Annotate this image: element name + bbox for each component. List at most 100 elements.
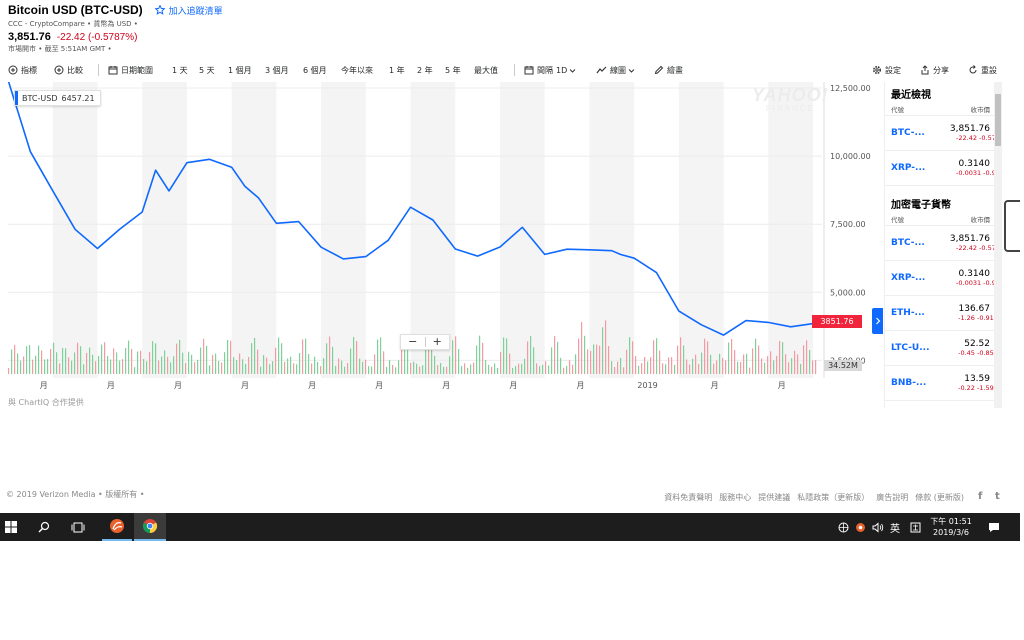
ime-language-label: 英 <box>890 523 900 535</box>
footer-link-disclaimer[interactable]: 資料免責聲明 <box>664 493 713 502</box>
search-button[interactable] <box>32 513 56 541</box>
sidebar-row-recent-btc[interactable]: BTC-... 3,851.76 -22.42 -0.578 <box>885 116 1002 151</box>
sidebar-row-recent-xrp[interactable]: XRP-... 0.3140 -0.0031 -0.97 <box>885 151 1002 186</box>
indicators-label: 指標 <box>21 65 37 75</box>
range-ytd-button[interactable]: 今年以來 <box>341 65 373 75</box>
price-chart[interactable]: 12,500.0010,000.007,500.005,000.002,500.… <box>0 82 884 412</box>
volume-bar <box>164 350 166 374</box>
interval-dropdown[interactable]: 間隔 1D <box>524 62 579 78</box>
volume-bar <box>161 356 163 374</box>
volume-bar <box>116 352 118 374</box>
footer-link-privacy[interactable]: 私隱政策（更新版） <box>797 493 870 502</box>
taskbar-app-media[interactable] <box>102 513 132 541</box>
volume-bar <box>431 339 433 374</box>
sidebar-scrollbar-thumb[interactable] <box>995 94 1001 146</box>
volume-bar <box>269 364 271 374</box>
x-tick-label: 月 <box>174 381 182 390</box>
reset-icon <box>969 65 977 74</box>
chart-canvas[interactable]: 12,500.0010,000.007,500.005,000.002,500.… <box>0 82 872 402</box>
page-title: Bitcoin USD (BTC-USD) <box>8 3 143 17</box>
chart-legend[interactable]: BTC-USD 6457.21 <box>14 90 101 106</box>
date-range-button[interactable]: 日期範圍 <box>108 62 153 78</box>
start-button[interactable] <box>0 513 22 541</box>
volume-bar <box>797 354 799 374</box>
volume-bar <box>371 366 373 374</box>
network-tray-icon[interactable] <box>836 513 850 541</box>
action-center-button[interactable] <box>984 513 1004 541</box>
compare-button[interactable]: 比較 <box>54 62 83 78</box>
range-1m-button[interactable]: 1 個月 <box>228 65 252 75</box>
taskbar-app-chrome[interactable] <box>134 513 166 541</box>
volume-bar <box>359 358 361 374</box>
app-tray-icon[interactable] <box>853 513 867 541</box>
footer-link-ads[interactable]: 廣告說明 <box>876 493 909 502</box>
volume-bar <box>362 361 364 374</box>
volume-tray-icon[interactable] <box>870 513 886 541</box>
sidebar-row-crypto-eth[interactable]: ETH-... 136.67 -1.26 -0.91% <box>885 296 1002 331</box>
range-1y-button[interactable]: 1 年 <box>389 65 405 75</box>
range-5d-button[interactable]: 5 天 <box>199 65 215 75</box>
symbol-column-header: 代號 <box>891 105 904 114</box>
zoom-out-button[interactable]: − <box>408 335 418 348</box>
volume-bar <box>62 348 64 374</box>
volume-bar <box>332 346 334 374</box>
volume-bar <box>395 367 397 374</box>
volume-bar <box>77 342 79 374</box>
range-1d-button[interactable]: 1 天 <box>172 65 188 75</box>
range-max-button[interactable]: 最大值 <box>474 65 498 75</box>
sidebar-toggle-button[interactable] <box>872 308 883 334</box>
volume-bar <box>179 339 181 374</box>
volume-bar <box>623 367 625 374</box>
clock-time: 下午 01:51 <box>930 517 972 526</box>
sidebar-row-crypto-xrp[interactable]: XRP-... 0.3140 -0.0031 -0.97 <box>885 261 1002 296</box>
month-band <box>410 82 456 378</box>
volume-bar <box>446 366 448 374</box>
volume-bar <box>644 356 646 374</box>
volume-bar <box>803 345 805 374</box>
volume-bar <box>524 358 526 374</box>
line-chart-icon <box>596 66 607 74</box>
reset-button[interactable]: 重設 <box>968 62 997 78</box>
volume-bar <box>197 359 199 374</box>
sidebar-scrollbar[interactable] <box>994 82 1002 408</box>
share-button[interactable]: 分享 <box>920 62 949 78</box>
volume-bar <box>737 361 739 374</box>
sidebar-row-crypto-btc[interactable]: BTC-... 3,851.76 -22.42 -0.578 <box>885 226 1002 261</box>
sidebar-row-crypto-ltc[interactable]: LTC-U... 52.52 -0.45 -0.85% <box>885 331 1002 366</box>
volume-bar <box>176 343 178 374</box>
footer-link-help[interactable]: 服務中心 <box>719 493 752 502</box>
chart-type-dropdown[interactable]: 線圖 <box>596 62 638 78</box>
x-tick-label: 月 <box>778 381 786 390</box>
range-3m-button[interactable]: 3 個月 <box>265 65 289 75</box>
price-column-header: 收市價 <box>970 215 991 224</box>
range-5y-button[interactable]: 5 年 <box>445 65 461 75</box>
row-price: 52.52 <box>964 339 990 349</box>
volume-bar <box>263 355 265 374</box>
footer-link-feedback[interactable]: 提供建議 <box>758 493 791 502</box>
volume-bar <box>53 342 55 374</box>
draw-button[interactable]: 繪畫 <box>654 62 683 78</box>
sidebar-row-crypto-bnb[interactable]: BNB-... 13.59 -0.22 -1.59% <box>885 366 1002 401</box>
range-6m-button[interactable]: 6 個月 <box>303 65 327 75</box>
twitter-icon[interactable]: t <box>995 491 1000 502</box>
settings-button[interactable]: 設定 <box>872 62 901 78</box>
volume-bar <box>668 357 670 374</box>
facebook-icon[interactable]: f <box>978 491 983 502</box>
footer-link-terms[interactable]: 條款 (更新版) <box>915 493 964 502</box>
volume-bar <box>512 367 514 374</box>
volume-bar <box>593 344 595 374</box>
zoom-in-button[interactable]: + <box>432 335 442 348</box>
ime-language-indicator[interactable]: 英 <box>888 513 902 541</box>
volume-bar <box>377 339 379 374</box>
clock[interactable]: 下午 01:51 2019/3/6 <box>928 516 974 538</box>
indicators-button[interactable]: 指標 <box>8 62 37 78</box>
ime-mode-indicator[interactable] <box>908 513 922 541</box>
add-to-watchlist-button[interactable]: 加入追蹤清單 <box>154 4 223 17</box>
share-label: 分享 <box>933 65 949 75</box>
month-band <box>768 82 814 378</box>
star-icon <box>154 5 165 15</box>
copyright: © 2019 Verizon Media • 版權所有 • <box>6 490 145 499</box>
volume-bar <box>119 360 121 374</box>
task-view-button[interactable] <box>66 513 90 541</box>
range-2y-button[interactable]: 2 年 <box>417 65 433 75</box>
